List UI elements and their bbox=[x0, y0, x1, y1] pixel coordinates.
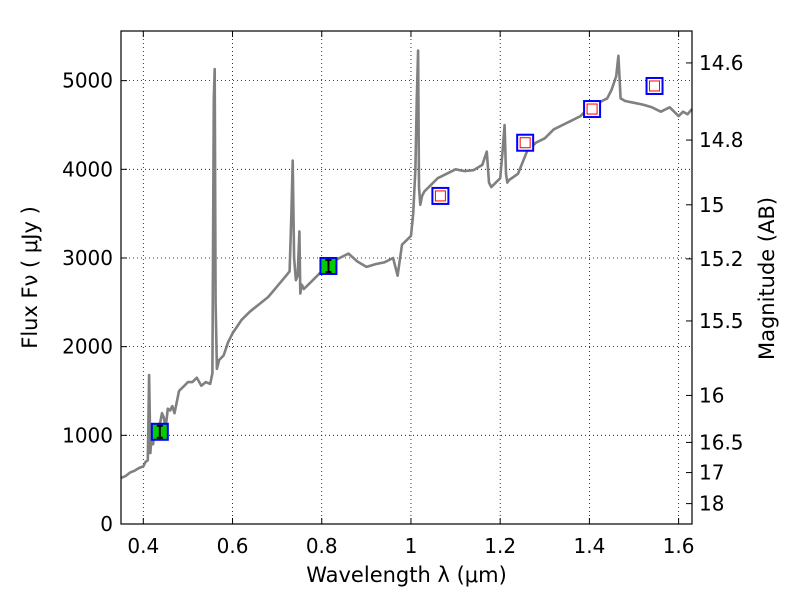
x-tick-label: 0.4 bbox=[127, 534, 159, 558]
x-axis-label: Wavelength λ (μm) bbox=[306, 563, 507, 587]
photometry-point bbox=[645, 76, 664, 95]
y-tick-label: 5000 bbox=[62, 69, 113, 93]
point-inner-square bbox=[586, 103, 598, 115]
y2-tick-label: 17 bbox=[699, 461, 724, 485]
photometry-point bbox=[319, 256, 338, 275]
axis-ticks: 0.4 0.6 0.8 1 1.2 1.4 1.6 0 1000 2000 3000 4000 5000… bbox=[62, 31, 744, 558]
y-tick-label: 3000 bbox=[62, 246, 113, 270]
x-tick-label: 1 bbox=[405, 534, 418, 558]
photometry-point bbox=[583, 100, 602, 119]
plot-frame bbox=[120, 30, 693, 525]
point-inner-square bbox=[434, 190, 446, 202]
y2-tick-label: 18 bbox=[699, 492, 724, 516]
x-tick-label: 0.8 bbox=[306, 534, 338, 558]
y2-tick-label: 16 bbox=[699, 383, 724, 407]
y-axis-label: Flux Fν ( μJy ) bbox=[18, 206, 42, 349]
point-square bbox=[583, 100, 602, 119]
y2-tick-label: 15 bbox=[699, 193, 724, 217]
photometry-markers bbox=[150, 76, 664, 441]
x-tick-label: 1.2 bbox=[484, 534, 516, 558]
point-square bbox=[431, 186, 450, 205]
y2-tick-label: 16.5 bbox=[699, 430, 744, 454]
y-tick-label: 2000 bbox=[62, 335, 113, 359]
photometry-point bbox=[516, 133, 535, 152]
series-layer bbox=[120, 49, 693, 480]
x-tick-label: 1.4 bbox=[573, 534, 605, 558]
photometry-point bbox=[431, 186, 450, 205]
y2-tick-label: 14.8 bbox=[699, 128, 744, 152]
y2-tick-label: 14.6 bbox=[699, 51, 744, 75]
point-square bbox=[645, 76, 664, 95]
grid-lines bbox=[121, 31, 692, 525]
point-inner-square bbox=[649, 80, 661, 92]
point-square bbox=[516, 133, 535, 152]
spectrum-line bbox=[120, 49, 693, 480]
y-tick-label: 4000 bbox=[62, 157, 113, 181]
point-inner-square bbox=[519, 137, 531, 149]
y-tick-label: 1000 bbox=[62, 423, 113, 447]
photometry-point bbox=[150, 422, 169, 441]
x-tick-label: 1.6 bbox=[663, 534, 695, 558]
y2-tick-label: 15.5 bbox=[699, 309, 744, 333]
x-tick-label: 0.6 bbox=[217, 534, 249, 558]
y-tick-label: 0 bbox=[100, 512, 113, 536]
y2-tick-label: 15.2 bbox=[699, 247, 744, 271]
y2-axis-label: Magnitude (AB) bbox=[755, 197, 779, 360]
